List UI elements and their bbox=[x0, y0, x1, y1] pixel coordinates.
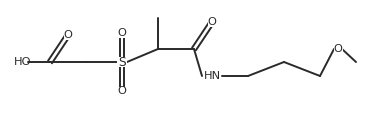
Bar bbox=[117, 28, 127, 38]
Bar bbox=[207, 18, 217, 26]
Bar bbox=[334, 44, 342, 54]
Text: O: O bbox=[117, 86, 127, 96]
Text: O: O bbox=[208, 17, 217, 27]
Bar bbox=[63, 30, 73, 39]
Bar bbox=[117, 57, 127, 67]
Text: O: O bbox=[117, 28, 127, 38]
Text: HN: HN bbox=[203, 71, 221, 81]
Text: O: O bbox=[63, 30, 72, 40]
Text: S: S bbox=[118, 55, 126, 69]
Bar bbox=[117, 87, 127, 96]
Bar bbox=[204, 71, 220, 81]
Text: O: O bbox=[334, 44, 342, 54]
Text: HO: HO bbox=[14, 57, 32, 67]
